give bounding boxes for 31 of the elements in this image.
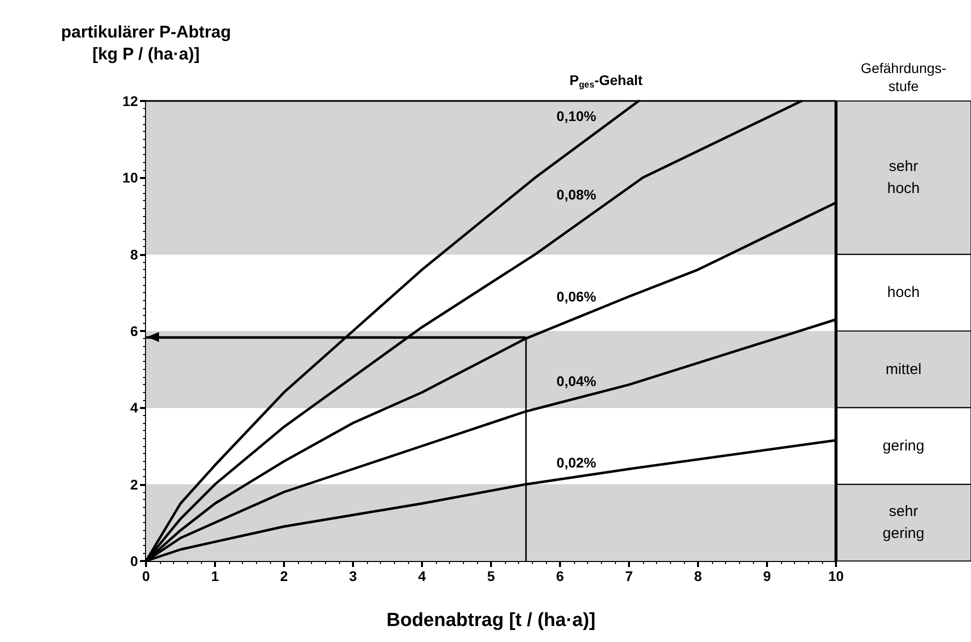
x-tick-label: 8 [694, 568, 702, 584]
x-tick-label: 1 [211, 568, 220, 584]
x-tick-label: 7 [625, 568, 634, 584]
series-label: 0,06% [556, 288, 597, 304]
y-tick-label: 6 [130, 323, 138, 339]
y-tick-label: 0 [130, 553, 138, 569]
series-label: 0,10% [556, 108, 597, 124]
text: Gefährdungs- stufe [860, 60, 947, 94]
x-tick-label: 6 [556, 568, 564, 584]
band-label: mittel [886, 360, 922, 378]
y-tick-label: 4 [130, 400, 138, 416]
x-tick-label: 4 [418, 568, 426, 584]
x-tick-label: 3 [349, 568, 358, 584]
x-tick-label: 0 [142, 568, 150, 584]
y-tick-label: 8 [130, 246, 138, 262]
series-label: 0,08% [556, 186, 597, 203]
band-label: hoch [887, 284, 920, 302]
band-label: sehr hoch [887, 158, 920, 198]
x-tick-label: 10 [828, 568, 844, 584]
y-tick-label: 12 [122, 93, 138, 109]
series-label: 0,02% [556, 454, 597, 471]
x-axis-title: Bodenabtrag [t / (ha·a)] [386, 610, 596, 631]
x-tick-label: 5 [487, 568, 496, 584]
y-axis-title: partikulärer P-Abtrag [kg P / (ha·a)] [60, 22, 232, 64]
series-label: 0,04% [556, 372, 597, 389]
x-tick-label: 2 [280, 568, 288, 584]
x-tick-label: 9 [763, 568, 772, 584]
band-label: gering [882, 438, 924, 454]
band-label: sehr gering [882, 503, 924, 542]
y-tick-label: 2 [130, 476, 138, 492]
y-tick-label: 10 [122, 170, 138, 186]
